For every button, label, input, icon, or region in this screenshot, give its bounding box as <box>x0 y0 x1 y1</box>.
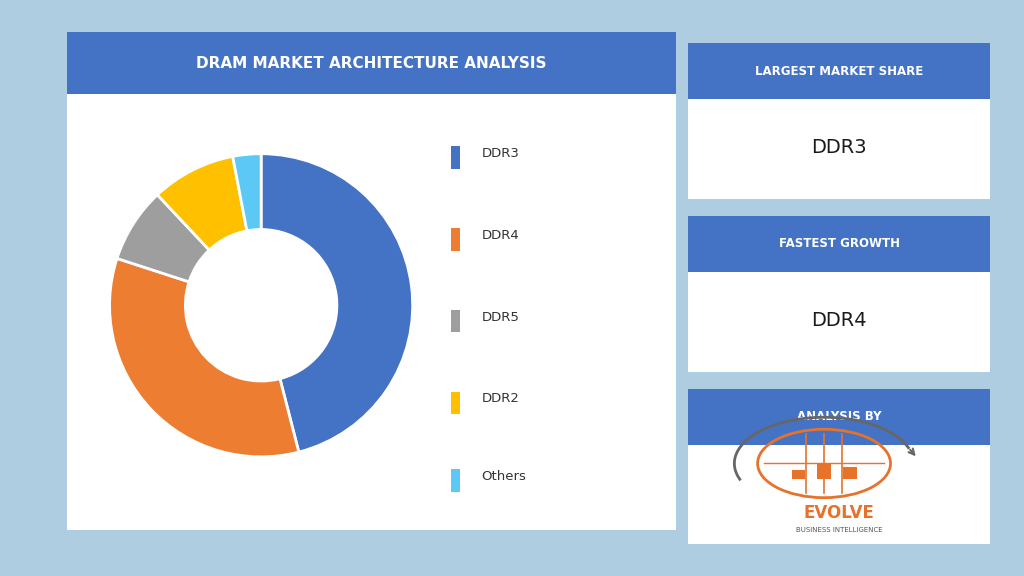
FancyBboxPatch shape <box>688 216 990 272</box>
FancyBboxPatch shape <box>817 464 830 479</box>
Wedge shape <box>158 157 247 250</box>
FancyBboxPatch shape <box>688 389 990 544</box>
Text: Others: Others <box>481 470 526 483</box>
Wedge shape <box>117 195 209 282</box>
Text: LARGEST MARKET SHARE: LARGEST MARKET SHARE <box>755 65 924 78</box>
Text: DDR4: DDR4 <box>481 229 519 242</box>
FancyBboxPatch shape <box>451 469 460 492</box>
FancyBboxPatch shape <box>688 43 990 199</box>
FancyBboxPatch shape <box>451 310 460 332</box>
Text: DDR4: DDR4 <box>811 310 867 329</box>
Text: DDR3: DDR3 <box>811 138 867 157</box>
FancyBboxPatch shape <box>843 467 856 479</box>
FancyBboxPatch shape <box>792 469 805 479</box>
FancyBboxPatch shape <box>688 389 990 445</box>
Text: DRAM MARKET ARCHITECTURE ANALYSIS: DRAM MARKET ARCHITECTURE ANALYSIS <box>196 55 547 71</box>
FancyBboxPatch shape <box>688 216 990 372</box>
Wedge shape <box>232 154 261 231</box>
FancyBboxPatch shape <box>451 146 460 169</box>
Text: DDR3: DDR3 <box>481 147 519 160</box>
Text: ANALYSIS BY: ANALYSIS BY <box>797 410 882 423</box>
FancyBboxPatch shape <box>67 32 676 94</box>
Wedge shape <box>110 259 299 457</box>
Text: DDR2: DDR2 <box>481 392 519 406</box>
Text: BUSINESS INTELLIGENCE: BUSINESS INTELLIGENCE <box>796 527 883 533</box>
Text: FASTEST GROWTH: FASTEST GROWTH <box>778 237 900 251</box>
Text: DDR5: DDR5 <box>481 310 519 324</box>
FancyBboxPatch shape <box>451 228 460 251</box>
Text: 46%: 46% <box>265 304 311 323</box>
FancyBboxPatch shape <box>688 43 990 99</box>
Wedge shape <box>261 154 413 452</box>
Text: EVOLVE: EVOLVE <box>804 504 874 522</box>
FancyBboxPatch shape <box>451 392 460 414</box>
FancyBboxPatch shape <box>67 32 676 530</box>
